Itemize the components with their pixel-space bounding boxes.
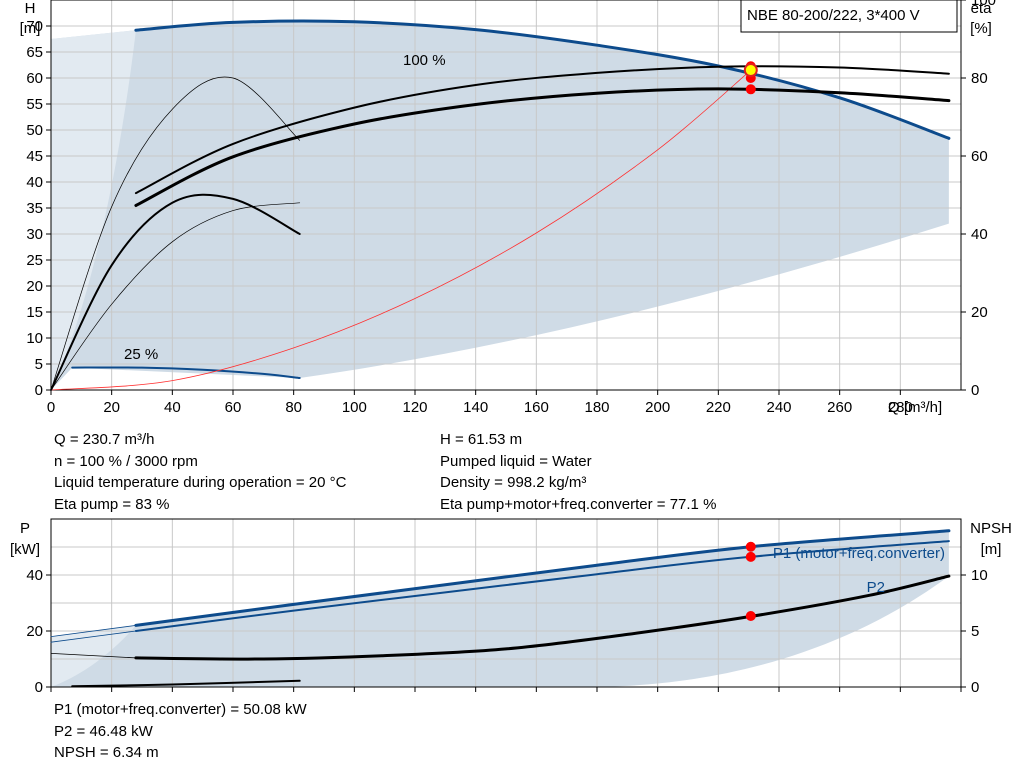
y2-tick-label: 60 (971, 148, 988, 165)
x-tick-label: 80 (285, 399, 302, 416)
series-eta-low-2 (50, 193, 301, 391)
y2-tick-label: 20 (971, 304, 988, 321)
y2-tick-label: 0 (971, 679, 979, 696)
x-tick-label: 200 (645, 399, 670, 416)
x-axis-label: Q [m³/h] (888, 399, 942, 416)
y-tick-label: 70 (26, 18, 43, 35)
y2-axis-unit: [%] (970, 20, 992, 37)
info-top-left: Q = 230.7 m³/h n = 100 % / 3000 rpm Liqu… (54, 429, 346, 516)
series-eta-total (134, 87, 951, 207)
speed-label-25: 25 % (124, 346, 158, 363)
operating-point-marker (743, 63, 758, 78)
x-tick-label: 240 (766, 399, 791, 416)
operating-range-area-light (51, 30, 136, 390)
power-npsh-chart: 0 20 40 0 5 10 P [kW] NPSH [m] P1 (motor+freq.conv… (10, 518, 1012, 696)
y2-tick-label: 5 (971, 623, 979, 640)
y-tick-label: 65 (26, 44, 43, 61)
info-bottom: P1 (motor+freq.converter) = 50.08 kW P2 … (54, 699, 307, 764)
y2-tick-label: 100 (971, 0, 996, 9)
y-tick-label: 55 (26, 96, 43, 113)
chart-title: NBE 80-200/222, 3*400 V (747, 7, 920, 24)
series-npsh (134, 574, 951, 661)
y-axis-unit: [m] (20, 20, 41, 37)
operating-range-area (51, 21, 949, 391)
head-efficiency-chart: 0 5 10 15 20 25 30 35 40 45 50 55 60 65 70 0 20 40 60 80 100… (20, 0, 996, 416)
series-p1-ext (50, 625, 137, 637)
x-tick-label: 60 (225, 399, 242, 416)
y2-axis-label: eta (971, 0, 993, 17)
y-tick-label: 35 (26, 200, 43, 217)
x-tick-label: 40 (164, 399, 181, 416)
y-tick-label: 40 (26, 174, 43, 191)
y-tick-label: 60 (26, 70, 43, 87)
x-tick-label: 280 (888, 399, 913, 416)
series-head-25 (71, 366, 301, 379)
y-tick-label: 50 (26, 122, 43, 139)
y2-tick-label: 40 (971, 226, 988, 243)
y-tick-label: 5 (35, 356, 43, 373)
info-flow: Q = 230.7 m³/h (54, 431, 155, 448)
plot-frame (50, 518, 962, 688)
series-eta-low-3 (50, 202, 301, 391)
info-eta-pump: Eta pump = 83 % (54, 496, 170, 514)
x-tick-label: 100 (342, 399, 367, 416)
speed-label-100: 100 % (403, 52, 446, 69)
legend-p2: P2 (867, 579, 885, 596)
y-tick-label: 0 (35, 382, 43, 399)
info-speed: n = 100 % / 3000 rpm (54, 452, 198, 470)
x-tick-label: 120 (402, 399, 427, 416)
duty-point-marker (745, 541, 756, 552)
x-tick-label: 220 (706, 399, 731, 416)
y-tick-label: 20 (26, 623, 43, 640)
y-tick-label: 45 (26, 148, 43, 165)
info-top-right: H = 61.53 m Pumped liquid = Water Densit… (440, 429, 716, 516)
y-tick-label: 30 (26, 226, 43, 243)
y-tick-label: 0 (35, 679, 43, 696)
series-eta-low-1 (50, 76, 301, 391)
npsh-axis-unit: [m] (981, 541, 1002, 558)
npsh-axis-label: NPSH (970, 520, 1012, 537)
y-tick-label: 25 (26, 252, 43, 269)
y2-tick-label: 0 (971, 382, 979, 399)
info-npsh: NPSH = 6.34 m (54, 744, 159, 762)
pump-performance-chart: 0510152025303540455055606570020406080100… (10, 0, 1012, 696)
y-tick-label: 10 (26, 330, 43, 347)
y-tick-label: 40 (26, 567, 43, 584)
duty-point-marker (745, 551, 756, 562)
x-tick-label: 180 (584, 399, 609, 416)
info-liquid: Pumped liquid = Water (440, 452, 592, 470)
series-p-low (71, 679, 301, 688)
y-tick-label: 15 (26, 304, 43, 321)
info-eta-total: Eta pump+motor+freq.converter = 77.1 % (440, 496, 717, 514)
info-p1: P1 (motor+freq.converter) = 50.08 kW (54, 701, 307, 718)
series-p2-ext (50, 630, 137, 643)
info-head: H = 61.53 m (440, 431, 523, 448)
p-axis-unit: [kW] (10, 541, 40, 558)
operating-range-area-light (51, 625, 136, 687)
title-box (740, 0, 958, 33)
series-system-curve (50, 69, 752, 391)
x-tick-label: 0 (47, 399, 55, 416)
operating-range-area (51, 530, 949, 687)
x-tick-label: 260 (827, 399, 852, 416)
x-tick-label: 20 (103, 399, 120, 416)
info-temperature: Liquid temperature during operation = 20… (54, 474, 347, 492)
info-p2: P2 = 46.48 kW (54, 722, 153, 740)
y2-tick-label: 80 (971, 70, 988, 87)
series-eta-pump (134, 65, 950, 195)
series-npsh-ext (50, 653, 137, 659)
p-axis-label: P (20, 520, 30, 537)
duty-point-marker (745, 84, 756, 95)
duty-point-marker (745, 610, 756, 621)
y-axis-label: H (25, 0, 36, 17)
x-tick-label: 160 (524, 399, 549, 416)
y2-tick-label: 10 (971, 567, 988, 584)
series-p1 (134, 529, 951, 627)
plot-frame (50, 0, 962, 391)
y-tick-label: 20 (26, 278, 43, 295)
legend-p1: P1 (motor+freq.converter) (773, 545, 945, 562)
x-tick-label: 140 (463, 399, 488, 416)
series-p2 (134, 540, 950, 632)
info-density: Density = 998.2 kg/m³ (440, 474, 587, 492)
